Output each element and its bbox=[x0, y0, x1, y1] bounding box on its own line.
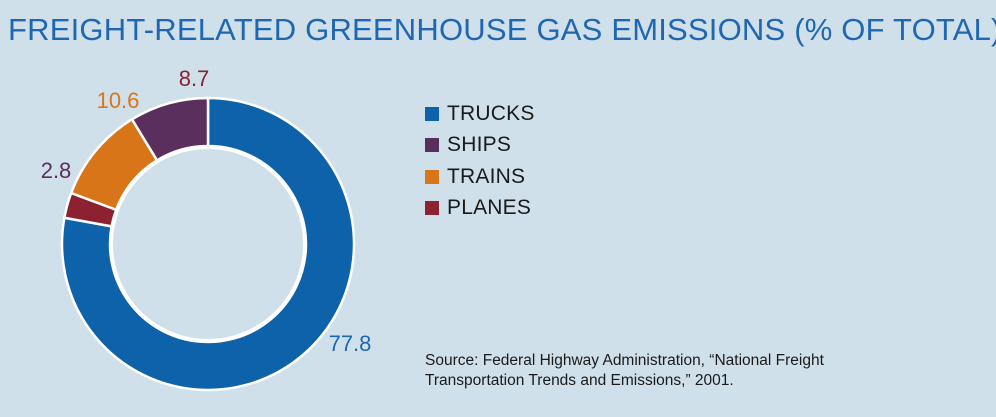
legend-label-ships: SHIPS bbox=[447, 133, 512, 157]
chart-title: FREIGHT-RELATED GREENHOUSE GAS EMISSIONS… bbox=[8, 12, 996, 47]
legend-item-trains: TRAINS bbox=[425, 161, 535, 193]
legend-label-trains: TRAINS bbox=[447, 164, 526, 188]
data-label-trucks: 77.8 bbox=[329, 331, 372, 356]
donut-inner-ring bbox=[110, 146, 306, 342]
data-label-ships: 8.7 bbox=[179, 66, 210, 91]
data-label-trains: 10.6 bbox=[97, 88, 140, 113]
source-note: Source: Federal Highway Administration, … bbox=[425, 352, 824, 389]
legend-item-trucks: TRUCKS bbox=[425, 98, 535, 130]
legend-label-trucks: TRUCKS bbox=[447, 101, 535, 125]
legend-swatch-planes bbox=[425, 201, 439, 216]
legend-item-planes: PLANES bbox=[425, 193, 535, 225]
data-label-planes: 2.8 bbox=[41, 158, 72, 183]
legend-swatch-ships bbox=[425, 138, 439, 153]
legend-swatch-trucks bbox=[425, 106, 439, 121]
legend-swatch-trains bbox=[425, 169, 439, 184]
chart-legend: TRUCKS SHIPS TRAINS PLANES bbox=[425, 98, 535, 224]
legend-item-ships: SHIPS bbox=[425, 130, 535, 162]
legend-label-planes: PLANES bbox=[447, 196, 532, 220]
